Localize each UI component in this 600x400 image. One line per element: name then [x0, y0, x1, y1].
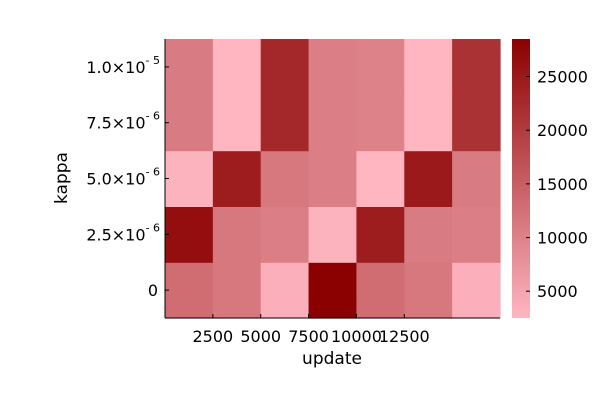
y-tick-label: 5.0×10- 6 — [86, 166, 160, 189]
colorbar-tick-label: 20000 — [537, 121, 588, 140]
x-tick-label: 12500 — [379, 327, 430, 346]
heatmap-cell — [308, 262, 358, 319]
heatmap-cell — [212, 39, 262, 96]
heatmap-cell — [356, 206, 405, 263]
heatmap-cell — [308, 94, 358, 152]
heatmap-cell — [212, 262, 262, 319]
heatmap-cell — [260, 150, 310, 207]
heatmap-cell — [260, 94, 310, 152]
x-tick-label: 10000 — [331, 327, 382, 346]
y-axis-ticks: 0 2.5×10- 6 5.0×10- 6 7.5×10- 6 1.0×10- 5 — [86, 54, 169, 300]
y-axis-label: kappa — [52, 152, 72, 204]
y-tick-label: 1.0×10- 5 — [86, 54, 160, 77]
heatmap-cell — [404, 39, 453, 96]
heatmap-cell — [452, 39, 501, 96]
heatmap-cell — [212, 206, 262, 263]
heatmap-cell — [356, 39, 405, 96]
heatmap-cell — [452, 94, 501, 152]
heatmap-cell — [404, 150, 453, 207]
heatmap-cell — [165, 150, 214, 207]
colorbar-tick-label: 15000 — [537, 175, 588, 194]
heatmap-cell — [356, 262, 405, 319]
colorbar-gradient — [512, 39, 530, 318]
heatmap-cell — [452, 206, 501, 263]
x-axis-label: update — [302, 349, 362, 369]
heatmap-cell — [404, 262, 453, 319]
heatmap-cell — [212, 150, 262, 207]
heatmap-cell — [165, 39, 214, 96]
heatmap-cell — [260, 262, 310, 319]
y-tick-label: 7.5×10- 6 — [86, 110, 160, 133]
heatmap-cell — [404, 206, 453, 263]
heatmap-cell — [452, 150, 501, 207]
colorbar-tick-label: 10000 — [537, 229, 588, 248]
x-tick-label: 7500 — [288, 327, 329, 346]
heatmap-cell — [308, 150, 358, 207]
heatmap-cell — [165, 206, 214, 263]
heatmap-cell — [165, 94, 214, 152]
heatmap-cells — [165, 39, 501, 319]
x-tick-label: 2500 — [192, 327, 233, 346]
heatmap-cell — [356, 94, 405, 152]
y-tick-label: 2.5×10- 6 — [86, 221, 160, 244]
x-tick-label: 5000 — [240, 327, 281, 346]
heatmap-cell — [308, 39, 358, 96]
colorbar-tick-label: 25000 — [537, 68, 588, 87]
y-tick-label: 0 — [148, 281, 158, 300]
heatmap-cell — [165, 262, 214, 319]
heatmap-cell — [452, 262, 501, 319]
colorbar-ticks: 5000 10000 15000 20000 25000 — [526, 68, 588, 301]
heatmap-cell — [260, 206, 310, 263]
heatmap-cell — [308, 206, 358, 263]
heatmap-cell — [260, 39, 310, 96]
heatmap-cell — [212, 94, 262, 152]
colorbar-tick-label: 5000 — [537, 282, 578, 301]
colorbar: 5000 10000 15000 20000 25000 — [512, 39, 588, 318]
heatmap-cell — [404, 94, 453, 152]
heatmap-cell — [356, 150, 405, 207]
